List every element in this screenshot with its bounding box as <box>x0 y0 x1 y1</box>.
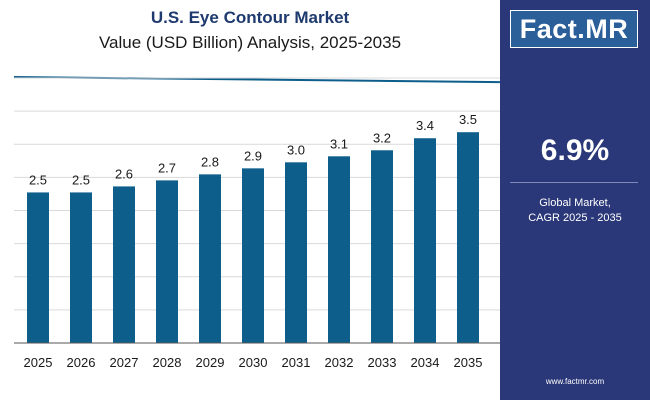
data-label-2030: 2.9 <box>244 148 262 163</box>
x-tick-2035: 2035 <box>454 355 483 370</box>
logo-text-right: MR <box>585 13 629 44</box>
side-panel: Fact.MR 6.9% Global Market, CAGR 2025 - … <box>500 0 650 400</box>
x-tick-2026: 2026 <box>67 355 96 370</box>
bar-2032 <box>328 156 350 343</box>
data-labels: 2.5 2.5 2.6 2.7 2.8 2.9 3.0 3.1 3.2 3.4 3.5 <box>29 112 477 187</box>
logo-text-left: Fact. <box>519 13 586 44</box>
data-label-2035: 3.5 <box>459 112 477 127</box>
data-label-2026: 2.5 <box>72 172 90 187</box>
bar-2028 <box>156 180 178 343</box>
bar-2035 <box>457 132 479 343</box>
cagr-label: Global Market, CAGR 2025 - 2035 <box>500 196 650 226</box>
data-label-2034: 3.4 <box>416 118 434 133</box>
x-tick-2029: 2029 <box>196 355 225 370</box>
bar-2026 <box>70 192 92 343</box>
chart-title: U.S. Eye Contour Market <box>150 8 350 27</box>
bar-2034 <box>414 138 436 343</box>
bar-2029 <box>199 174 221 343</box>
cagr-label-line2: CAGR 2025 - 2035 <box>528 212 622 224</box>
x-tick-2030: 2030 <box>239 355 268 370</box>
bar-2030 <box>242 168 264 343</box>
side-divider <box>510 182 638 183</box>
logo-text: Fact.MR <box>520 14 629 45</box>
factmr-logo: Fact.MR <box>510 10 638 48</box>
data-label-2025: 2.5 <box>29 172 47 187</box>
data-label-2029: 2.8 <box>201 154 219 169</box>
data-label-2031: 3.0 <box>287 142 305 157</box>
data-label-2027: 2.6 <box>115 166 133 181</box>
data-label-2028: 2.7 <box>158 160 176 175</box>
bar-2031 <box>285 162 307 343</box>
x-tick-2025: 2025 <box>24 355 53 370</box>
x-tick-2033: 2033 <box>368 355 397 370</box>
x-tick-2034: 2034 <box>411 355 440 370</box>
bar-chart: 2.5 2.5 2.6 2.7 2.8 2.9 3.0 3.1 3.23.4 3.5 2025 20… <box>14 77 500 370</box>
bars <box>27 132 479 343</box>
website-url: www.factmr.com <box>545 377 605 386</box>
x-tick-2027: 2027 <box>110 355 139 370</box>
cagr-label-line1: Global Market, <box>539 197 611 209</box>
bar-2027 <box>113 186 135 343</box>
data-label-2033: 3.2 <box>373 130 391 145</box>
x-tick-2031: 2031 <box>282 355 311 370</box>
bar-2025 <box>27 192 49 343</box>
x-tick-2028: 2028 <box>153 355 182 370</box>
bar-2033 <box>371 150 393 343</box>
x-tick-labels: 2025 2026 2027 2028 2029 2030 2031 2032 2033 2034… <box>24 355 483 370</box>
x-tick-2032: 2032 <box>325 355 354 370</box>
chart-subtitle: Value (USD Billion) Analysis, 2025-2035 <box>98 33 402 52</box>
data-label-2032: 3.1 <box>330 136 348 151</box>
cagr-value: 6.9% <box>540 134 610 167</box>
chart-area: U.S. Eye Contour Market Value (USD Billi… <box>13 8 500 370</box>
